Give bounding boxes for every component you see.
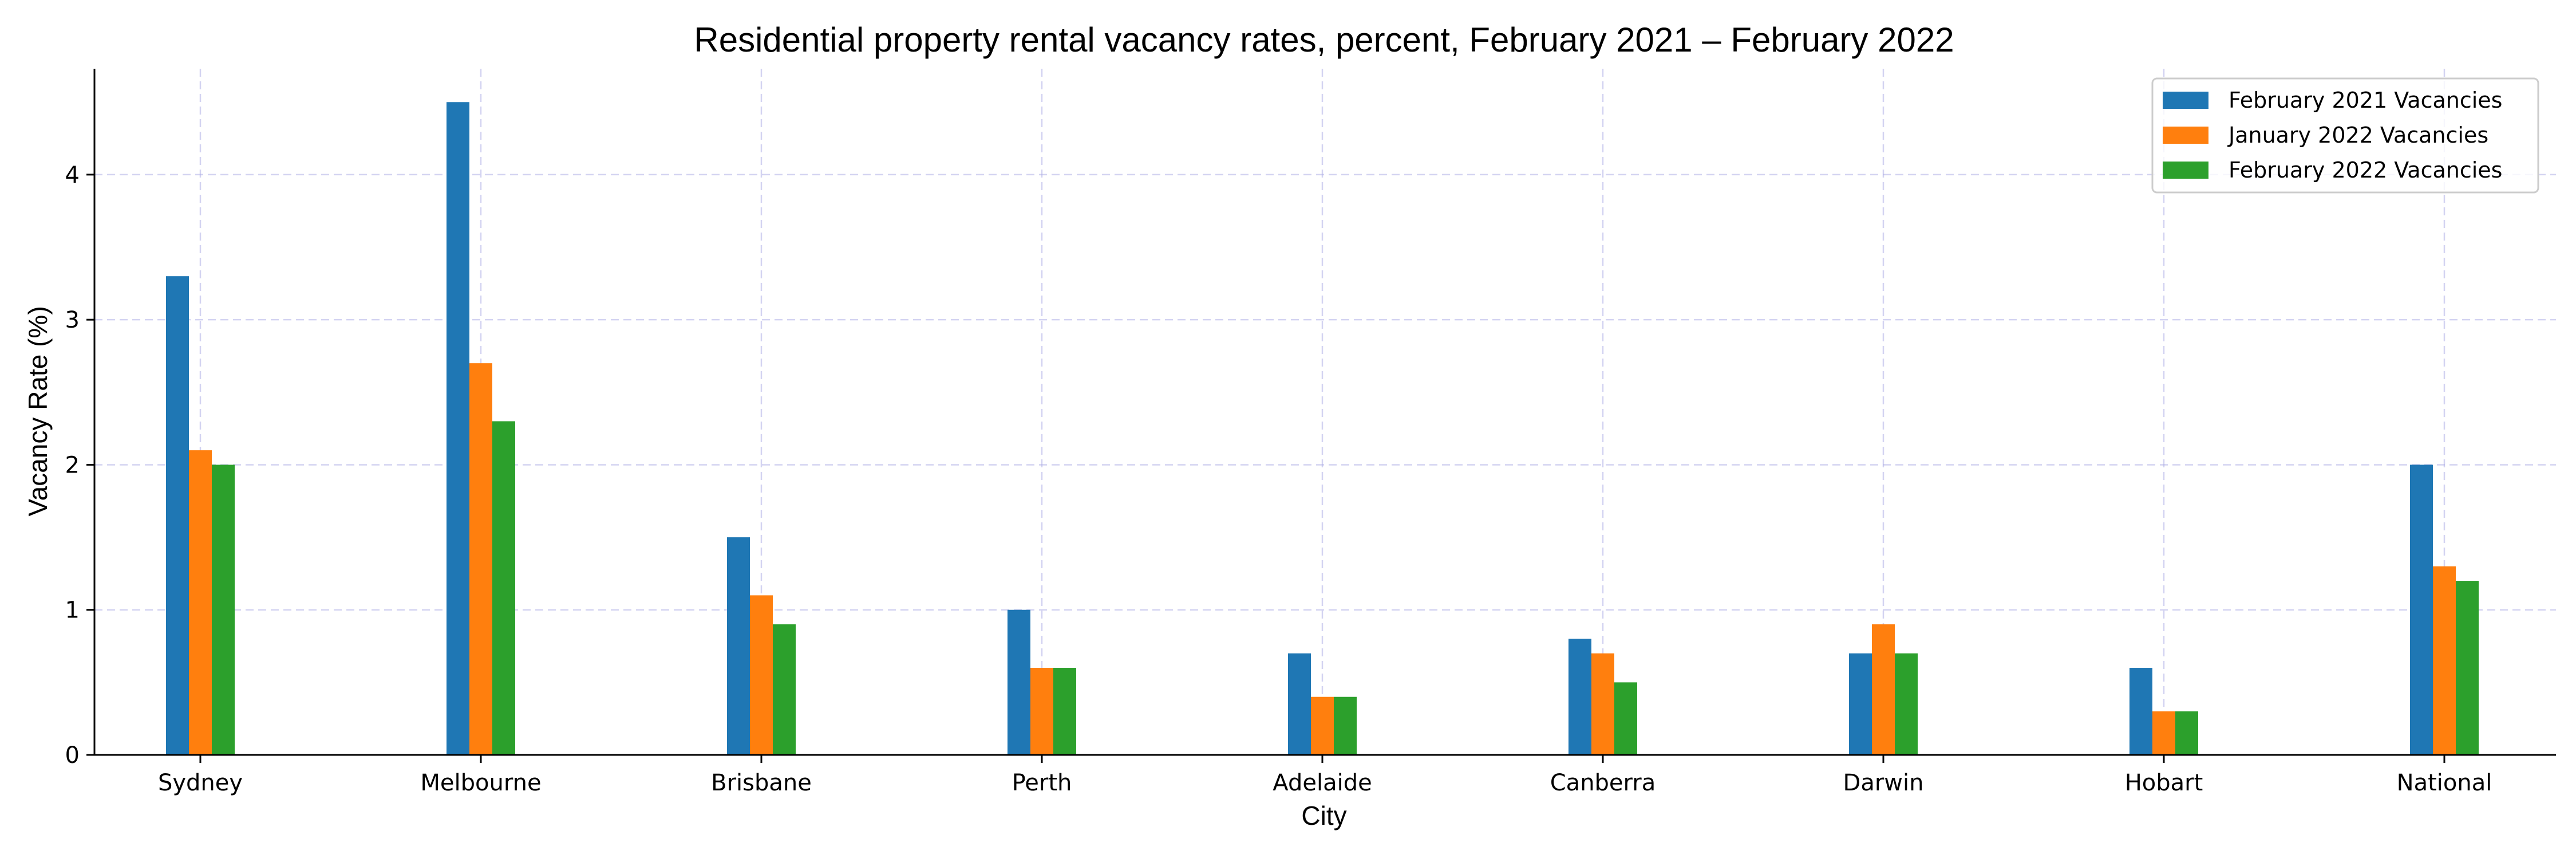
bar (1311, 696, 1334, 755)
bar (727, 537, 750, 755)
bars (166, 102, 2479, 755)
bar (492, 421, 515, 755)
bar (2152, 711, 2175, 755)
chart-title: Residential property rental vacancy rate… (694, 21, 1954, 59)
legend: February 2021 Vacancies January 2022 Vaca… (2151, 77, 2539, 194)
x-tick-label: Brisbane (711, 770, 812, 796)
y-tick-labels: 0 1 2 3 4 (65, 162, 94, 769)
legend-label: January 2022 Vacancies (2227, 123, 2488, 148)
x-tick-label: National (2397, 770, 2492, 796)
axes (93, 69, 2556, 756)
legend-items: February 2021 Vacancies January 2022 Vaca… (2163, 88, 2502, 183)
bar (2433, 566, 2456, 755)
bar (773, 624, 796, 755)
x-tick-label: Hobart (2125, 770, 2203, 796)
bar (750, 595, 773, 755)
x-tick-label: Darwin (1843, 770, 1924, 796)
y-tick-label: 2 (65, 452, 80, 478)
y-tick-label: 0 (65, 742, 80, 769)
bar (1895, 653, 1918, 755)
bar (2129, 668, 2152, 755)
bar (447, 102, 469, 755)
y-axis-title: Vacancy Rate (%) (23, 306, 53, 516)
bar (1568, 639, 1591, 755)
bar (2456, 581, 2479, 755)
bar (1008, 609, 1030, 755)
bar (1288, 653, 1311, 755)
legend-frame (2151, 77, 2539, 194)
bar (1053, 668, 1076, 755)
bar (2410, 465, 2433, 755)
bar (1591, 653, 1614, 755)
bar (1614, 682, 1637, 755)
legend-swatch (2163, 127, 2208, 144)
x-tick-label: Perth (1012, 770, 1072, 796)
y-tick-label: 1 (65, 597, 80, 624)
x-tick-label: Canberra (1550, 770, 1656, 796)
y-tick-label: 3 (65, 307, 80, 333)
bar (189, 450, 212, 755)
x-tick-label: Sydney (158, 770, 243, 796)
y-tick-label: 4 (65, 162, 80, 188)
bar (1849, 653, 1872, 755)
bar (212, 465, 235, 755)
legend-swatch (2163, 92, 2208, 109)
bar (469, 363, 492, 755)
legend-label: February 2022 Vacancies (2229, 158, 2502, 183)
bar (1030, 668, 1053, 755)
x-tick-labels: Sydney Melbourne Brisbane Perth Adelaide Canb… (158, 755, 2492, 796)
bar (166, 276, 189, 755)
bar (1334, 696, 1357, 755)
bar (1872, 624, 1895, 755)
x-tick-label: Adelaide (1273, 770, 1372, 796)
legend-swatch (2163, 162, 2208, 179)
legend-label: February 2021 Vacancies (2229, 88, 2502, 113)
bar (2175, 711, 2198, 755)
x-axis-title: City (1301, 801, 1346, 830)
x-tick-label: Melbourne (420, 770, 541, 796)
